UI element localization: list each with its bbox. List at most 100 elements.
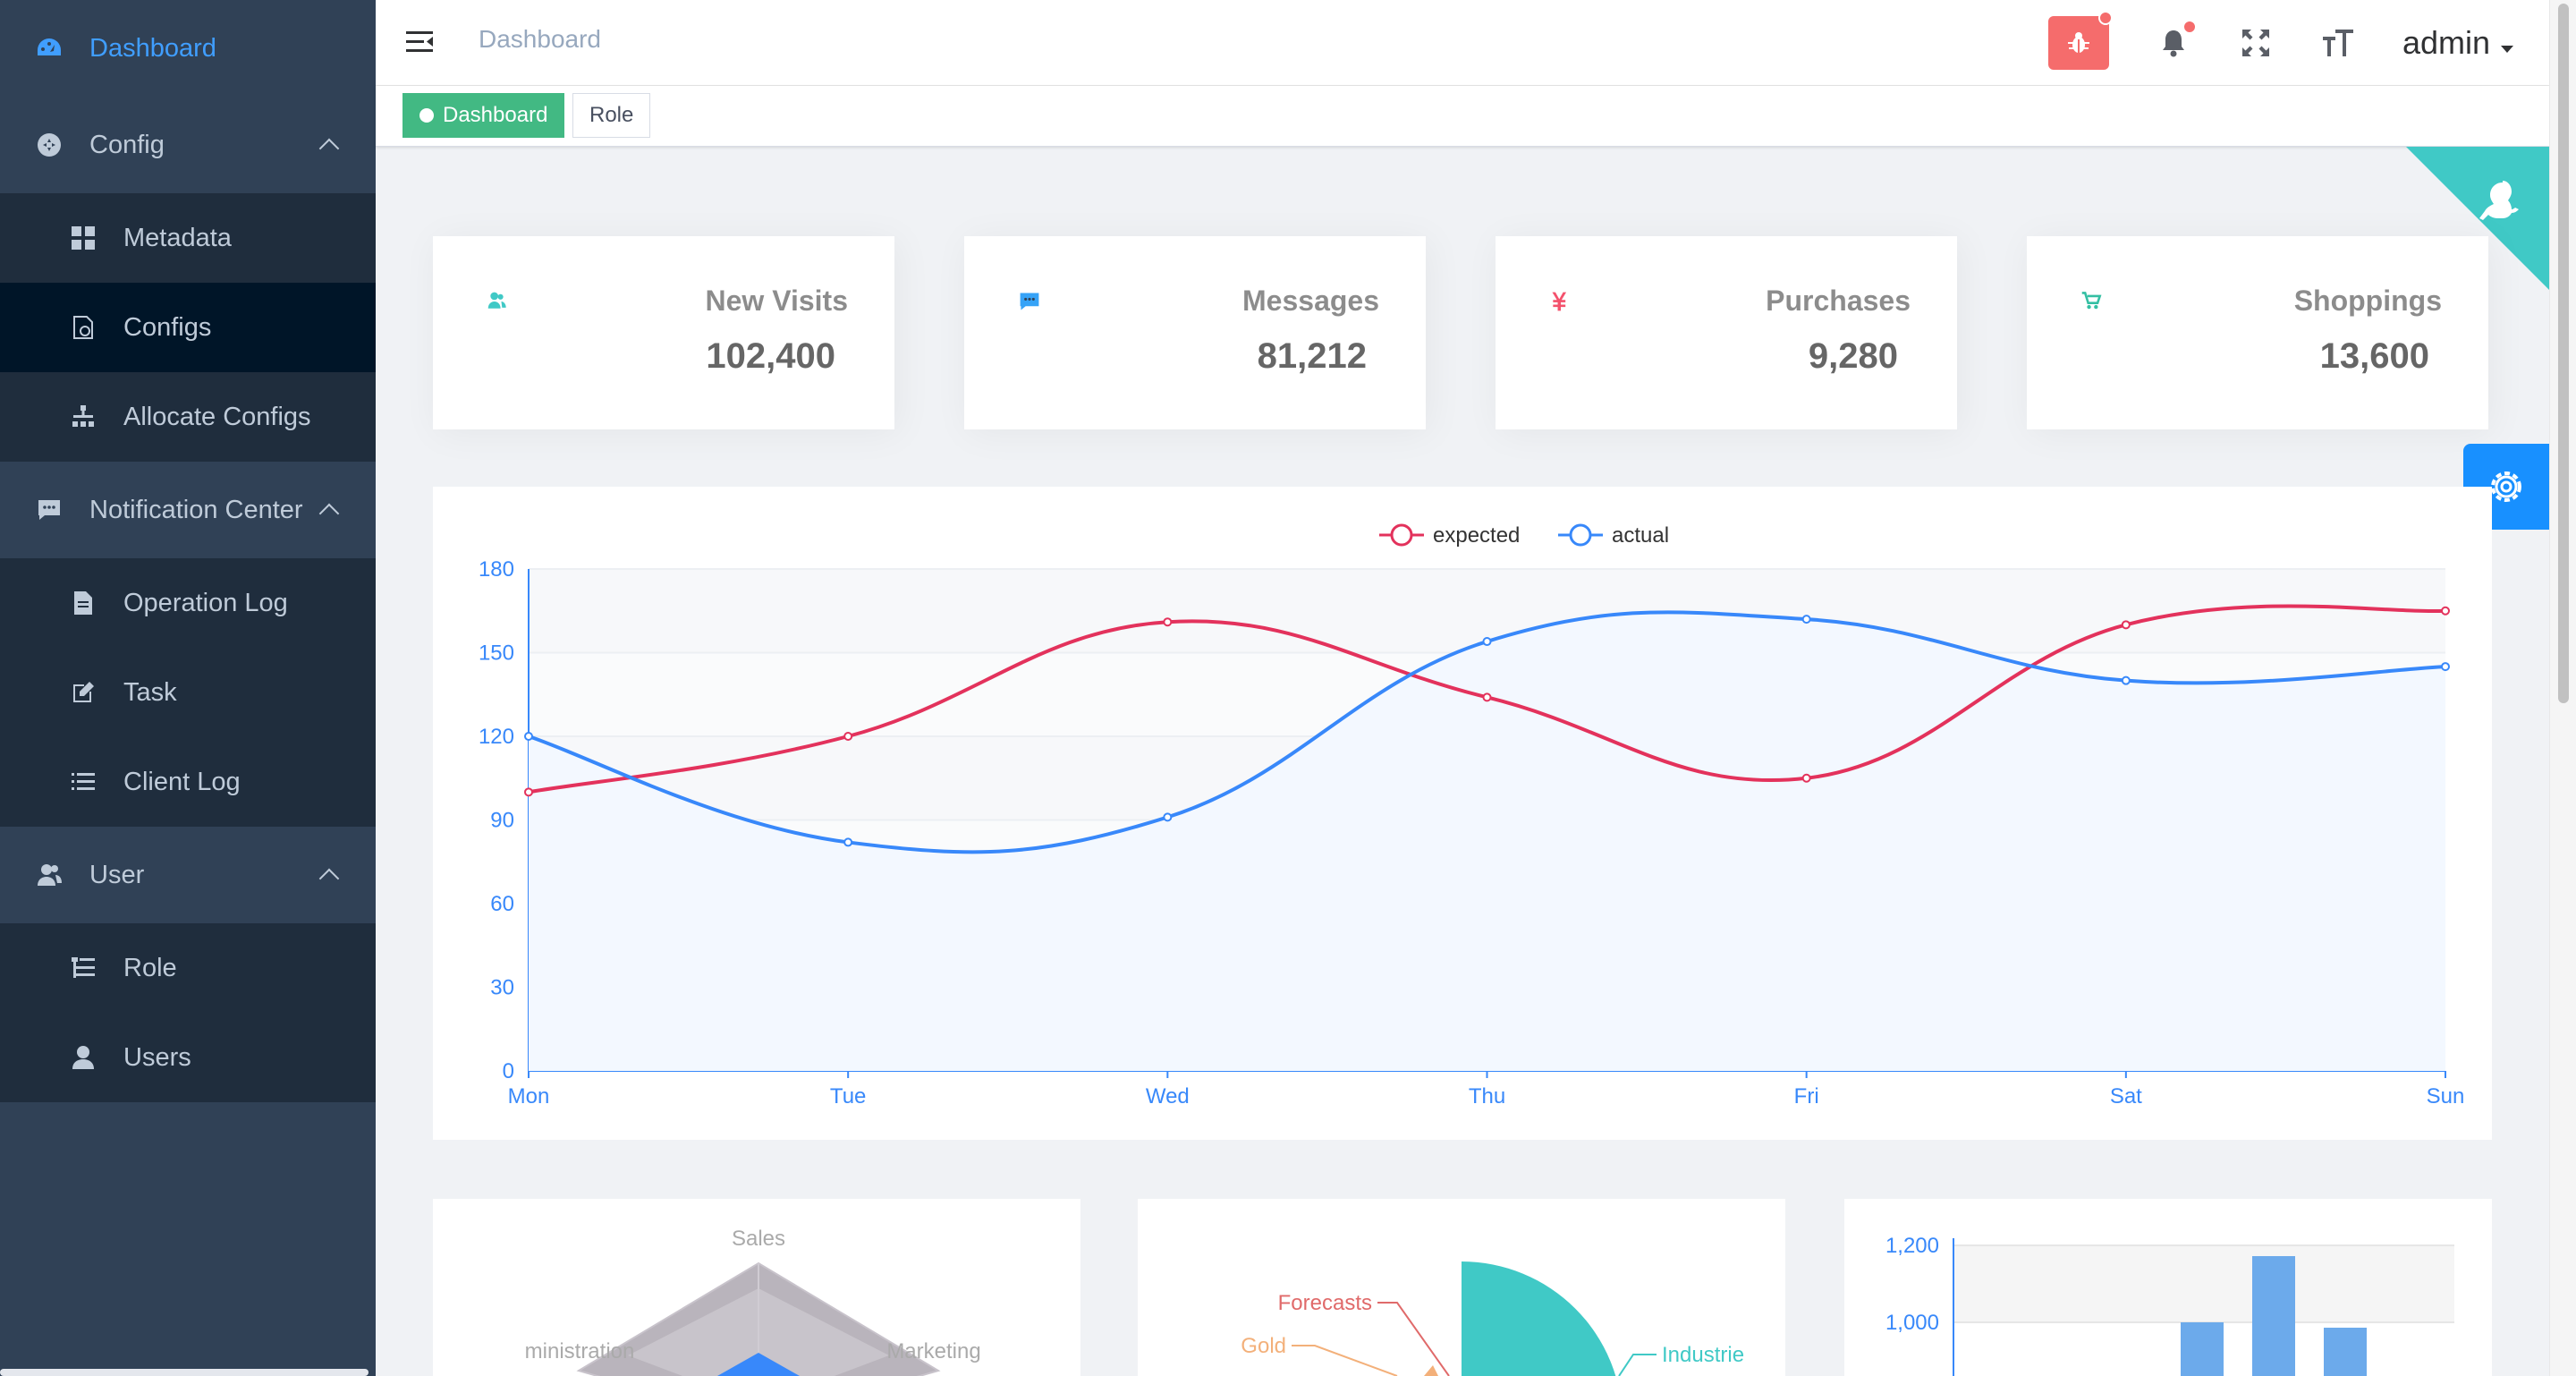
- sidebar-item-users[interactable]: Users: [0, 1013, 376, 1102]
- y-tick-label: 60: [490, 892, 514, 916]
- legend-label: expected: [1433, 523, 1520, 548]
- sidebar-item-allocate-configs[interactable]: Allocate Configs: [0, 372, 376, 462]
- horizontal-scrollbar[interactable]: [0, 1369, 369, 1376]
- bar: [2324, 1328, 2367, 1376]
- pie-chart: Forecasts Gold Industrie: [1241, 1261, 1744, 1376]
- data-point-expected: [2441, 606, 2450, 616]
- error-log-button[interactable]: [2047, 11, 2113, 70]
- chevron-up-icon: [318, 868, 340, 889]
- sidebar-item-label: Operation Log: [123, 588, 288, 617]
- y-tick-label: 120: [479, 725, 514, 749]
- data-point-expected: [1482, 692, 1492, 702]
- data-point-expected: [524, 787, 533, 797]
- shopping-icon: [2080, 290, 2107, 317]
- pie-label-line: [1292, 1345, 1398, 1376]
- tag-role[interactable]: Role: [572, 93, 651, 138]
- file-settings-icon: [68, 312, 98, 343]
- y-tick-label: 0: [503, 1059, 514, 1083]
- card-value: 9,280: [1808, 336, 1898, 376]
- card-value: 81,212: [1257, 336, 1367, 376]
- card-value: 13,600: [2319, 336, 2429, 376]
- y-tick-label: 150: [479, 641, 514, 666]
- sidebar-item-label: Client Log: [123, 767, 241, 796]
- sidebar-item-label: Notification Center: [89, 495, 303, 524]
- username: admin: [2402, 24, 2490, 61]
- radar-chart: Sales ministration Marketing: [525, 1227, 981, 1376]
- card-value: 102,400: [706, 336, 835, 376]
- sidebar-item-dashboard[interactable]: Dashboard: [0, 0, 376, 97]
- sidebar-item-metadata[interactable]: Metadata: [0, 193, 376, 283]
- size-select-button[interactable]: [2320, 25, 2356, 61]
- sidebar-item-label: Role: [123, 953, 177, 982]
- pie-label-line: [1377, 1302, 1450, 1376]
- tags-view: Dashboard Role: [376, 86, 2549, 147]
- sidebar-menu: Dashboard Config Metadata Configs Allocate C…: [0, 0, 376, 1102]
- legend-marker: [1569, 523, 1592, 547]
- tag-label: Dashboard: [443, 103, 548, 127]
- pie-label: Forecasts: [1278, 1291, 1372, 1315]
- chevron-up-icon: [318, 503, 340, 524]
- money-icon: [1549, 290, 1576, 317]
- page-scrollbar[interactable]: [2549, 0, 2576, 1376]
- bug-icon: [2067, 32, 2089, 53]
- scrollbar-thumb[interactable]: [2558, 4, 2569, 703]
- sidebar-item-operation-log[interactable]: Operation Log: [0, 558, 376, 648]
- sidebar-item-config[interactable]: Config: [0, 97, 376, 193]
- tag-dashboard[interactable]: Dashboard: [402, 93, 565, 138]
- sidebar-item-label: Configs: [123, 312, 212, 342]
- pie-label: Industrie: [1662, 1343, 1744, 1367]
- fullscreen-icon: [2241, 30, 2269, 56]
- legend-label: actual: [1612, 523, 1669, 548]
- bar-chart: 1,200 1,000: [1885, 1234, 2454, 1376]
- sidebar-item-label: Task: [123, 677, 177, 707]
- stat-card-purchases[interactable]: Purchases 9,280: [1496, 236, 1957, 429]
- tag-label: Role: [589, 103, 634, 127]
- sidebar-item-task[interactable]: Task: [0, 648, 376, 737]
- data-point-expected: [2121, 620, 2131, 630]
- document-icon: [68, 588, 98, 618]
- x-tick-label: Wed: [1146, 1084, 1190, 1108]
- active-tag-dot: [419, 108, 434, 123]
- github-corner-icon[interactable]: [2406, 147, 2549, 290]
- x-tick-label: Mon: [508, 1084, 550, 1108]
- card-label: Purchases: [1766, 285, 1911, 317]
- bar-grid-band: [1953, 1245, 2454, 1322]
- x-tick-label: Thu: [1469, 1084, 1505, 1108]
- data-point-expected: [1163, 617, 1173, 627]
- stat-card-new-visits[interactable]: New Visits 102,400: [433, 236, 894, 429]
- sidebar-item-configs[interactable]: Configs: [0, 283, 376, 372]
- user-dropdown[interactable]: admin: [2402, 24, 2513, 62]
- stat-card-messages[interactable]: Messages 81,212: [964, 236, 1426, 429]
- pie-slice-industrie: [1462, 1261, 1616, 1376]
- sidebar-item-label: Allocate Configs: [123, 402, 311, 431]
- x-tick-label: Fri: [1794, 1084, 1819, 1108]
- error-badge-dot: [2097, 11, 2113, 25]
- bar: [2252, 1256, 2295, 1376]
- sidebar-item-client-log[interactable]: Client Log: [0, 737, 376, 827]
- caret-down-icon: [2501, 46, 2513, 53]
- bar-ytick-label: 1,000: [1885, 1311, 1939, 1335]
- stat-card-shoppings[interactable]: Shoppings 13,600: [2027, 236, 2488, 429]
- card-label: New Visits: [705, 285, 848, 317]
- bar-chart-panel: 1,200 1,000: [1844, 1199, 2492, 1376]
- fullscreen-button[interactable]: [2238, 25, 2274, 61]
- config-icon: [34, 130, 64, 160]
- legend-marker: [1390, 523, 1413, 547]
- list-icon: [68, 767, 98, 797]
- data-point-expected: [1801, 773, 1811, 783]
- sidebar-item-notification-center[interactable]: Notification Center: [0, 462, 376, 558]
- sidebar: Dashboard Config Metadata Configs Allocate C…: [0, 0, 376, 1376]
- sidebar-item-label: Dashboard: [89, 33, 216, 63]
- sidebar-item-user[interactable]: User: [0, 827, 376, 923]
- data-point-actual: [2121, 675, 2131, 685]
- menu-fold-icon[interactable]: [404, 27, 435, 57]
- message-icon: [1018, 290, 1045, 317]
- message-icon: [34, 495, 64, 525]
- notification-button[interactable]: [2156, 20, 2197, 61]
- pie-label-line: [1618, 1354, 1657, 1376]
- sidebar-item-role[interactable]: Role: [0, 923, 376, 1013]
- card-label: Messages: [1242, 285, 1379, 317]
- navbar-right-menu: admin: [2047, 0, 2549, 86]
- sidebar-item-label: Users: [123, 1042, 191, 1072]
- data-point-actual: [1482, 637, 1492, 647]
